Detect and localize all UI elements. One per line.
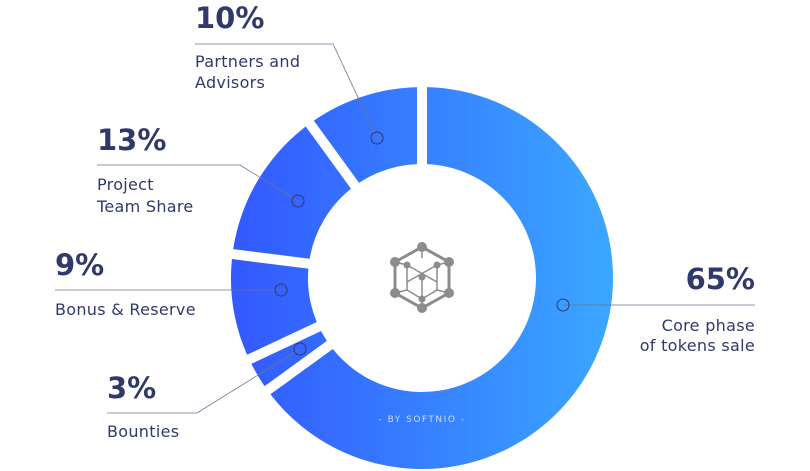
slice-category-label: Project — [97, 175, 154, 194]
leader-line — [97, 164, 299, 202]
slice-percent-label: 9% — [55, 248, 104, 282]
slice-category-label: Team Share — [96, 197, 194, 216]
slice-category-label: Bonus & Reserve — [55, 300, 196, 319]
slice-category-label: Advisors — [195, 73, 265, 92]
leader-dot — [293, 342, 307, 356]
slice-percent-label: 13% — [97, 123, 166, 157]
donut-slice — [313, 87, 418, 183]
slice-category-label: Partners and — [195, 52, 300, 71]
leader-dot — [274, 283, 288, 297]
slice-category-label: Core phase — [662, 316, 755, 335]
credit-text: - BY SOFTNIO - — [378, 415, 465, 425]
leader-dot — [370, 131, 384, 145]
hexagon-network-icon — [390, 242, 454, 313]
donut-slice — [231, 259, 317, 355]
slice-percent-label: 10% — [195, 1, 264, 35]
slice-category-label: Bounties — [107, 422, 179, 441]
leader-line — [195, 43, 378, 139]
donut-slice — [233, 126, 352, 259]
leader-dot — [556, 298, 570, 312]
leader-dot — [291, 194, 305, 208]
donut-slice — [270, 87, 613, 470]
donut-slice — [251, 331, 327, 387]
slice-percent-label: 65% — [686, 262, 755, 296]
leader-line — [107, 348, 301, 414]
slice-percent-label: 3% — [107, 371, 156, 405]
slice-category-label: of tokens sale — [640, 336, 755, 355]
